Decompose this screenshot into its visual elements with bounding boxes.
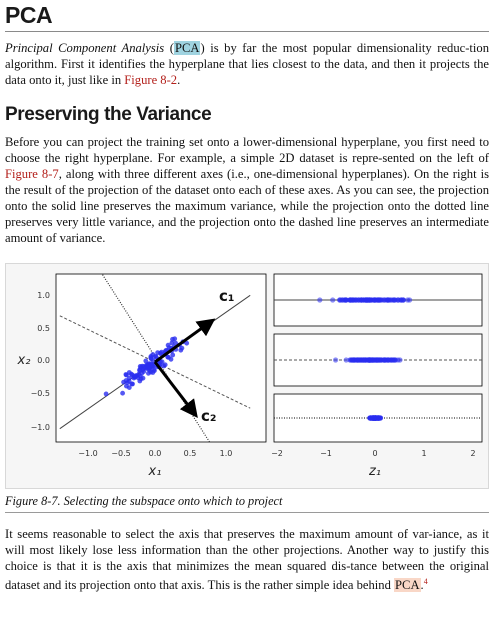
right-xtick-5: 2 xyxy=(470,449,475,458)
data-point xyxy=(133,374,138,380)
left-xtick-2: −0.5 xyxy=(111,449,130,458)
c2-label: c₂ xyxy=(201,407,216,425)
projected-point-top xyxy=(317,297,323,303)
caption-rule xyxy=(5,512,489,513)
data-point xyxy=(120,390,125,396)
projected-point-top xyxy=(367,297,373,303)
pca-abbreviation: PCA xyxy=(173,41,201,55)
projected-point-middle xyxy=(343,357,349,363)
projected-point-middle xyxy=(381,357,387,363)
right-xlabel: z₁ xyxy=(368,464,381,479)
pca-abbreviation-2: PCA xyxy=(394,578,421,593)
figure-8-7: 1.0 0.5 0.0 −0.5 −1.0 −1.0 −0.5 0.0 0.5 … xyxy=(5,263,489,489)
projected-point-middle xyxy=(389,357,395,363)
projected-point-middle xyxy=(397,357,403,363)
intro-end: . xyxy=(177,73,181,87)
right-xtick-1: −2 xyxy=(271,449,283,458)
data-point xyxy=(162,362,168,368)
data-point xyxy=(148,369,154,375)
figure-caption: Figure 8-7. Selecting the subspace onto … xyxy=(5,494,283,508)
data-point xyxy=(155,350,161,356)
data-point xyxy=(126,385,132,390)
projected-point-top xyxy=(372,297,378,303)
term-pca: Principal Component Analysis xyxy=(5,41,165,55)
left-ytick-2: 0.5 xyxy=(37,324,50,333)
figure-8-7-link[interactable]: Figure 8-7 xyxy=(5,167,59,181)
projected-point-middle xyxy=(393,357,399,363)
intro-paragraph: Principal Component Analysis (PCA) is by… xyxy=(5,40,489,88)
projected-point-bottom xyxy=(371,415,377,421)
left-xtick-4: 0.5 xyxy=(184,449,197,458)
data-point xyxy=(125,380,130,386)
projected-point-top xyxy=(330,297,336,303)
data-point xyxy=(170,352,176,358)
data-point xyxy=(144,364,150,369)
intro-open-paren: ( xyxy=(164,41,174,55)
right-xtick-3: 0 xyxy=(372,449,377,458)
data-point xyxy=(129,381,135,387)
section-title: PCA xyxy=(5,2,53,28)
projected-point-middle xyxy=(362,357,368,363)
body1-text-b: , along with three different axes (i.e.,… xyxy=(5,167,489,245)
title-rule xyxy=(5,31,489,32)
data-point xyxy=(151,367,157,372)
left-xtick-5: 1.0 xyxy=(220,449,233,458)
projected-point-top xyxy=(379,297,385,303)
right-xtick-4: 1 xyxy=(421,449,426,458)
projected-point-top xyxy=(407,297,413,303)
projected-point-top xyxy=(385,297,391,303)
intro-text: ) is by far the most popular dimensional… xyxy=(5,41,490,87)
body-paragraph-2: It seems reasonable to select the axis t… xyxy=(5,526,489,593)
data-point xyxy=(151,358,156,364)
data-point xyxy=(153,354,159,360)
projected-point-middle xyxy=(349,357,355,363)
footnote-marker[interactable]: 4 xyxy=(423,577,428,586)
left-ytick-3: 0.0 xyxy=(37,356,50,365)
body2-text: It seems reasonable to select the axis t… xyxy=(5,527,489,593)
data-point xyxy=(103,391,109,397)
data-point xyxy=(179,345,185,351)
figure-plot: 1.0 0.5 0.0 −0.5 −1.0 −1.0 −0.5 0.0 0.5 … xyxy=(17,273,483,479)
body-paragraph-1: Before you can project the training set … xyxy=(5,134,489,246)
left-xlabel: x₁ xyxy=(148,464,162,479)
left-ytick-1: 1.0 xyxy=(37,291,50,300)
left-ylabel: x₂ xyxy=(17,353,31,368)
data-point xyxy=(184,340,190,346)
body1-text-a: Before you can project the training set … xyxy=(5,135,489,165)
projected-point-top xyxy=(358,297,364,303)
body2-end: . xyxy=(420,578,424,593)
data-point xyxy=(165,342,171,348)
figure-8-2-link[interactable]: Figure 8-2 xyxy=(124,73,178,87)
data-point xyxy=(143,358,149,364)
data-point xyxy=(124,372,129,378)
projected-point-bottom xyxy=(376,415,382,421)
data-point xyxy=(165,354,171,360)
projected-point-top xyxy=(338,297,344,303)
data-point xyxy=(169,340,175,346)
left-ytick-5: −1.0 xyxy=(31,423,50,432)
left-ytick-4: −0.5 xyxy=(31,389,50,398)
data-point xyxy=(129,371,134,377)
data-point xyxy=(137,364,143,369)
projected-point-middle xyxy=(369,357,376,363)
data-point xyxy=(140,375,146,381)
projected-point-middle xyxy=(376,357,382,363)
projected-point-middle xyxy=(333,357,339,363)
data-point xyxy=(140,367,146,373)
dotted-axis-line xyxy=(101,274,211,442)
left-xtick-3: 0.0 xyxy=(149,449,162,458)
right-xtick-2: −1 xyxy=(320,449,332,458)
subsection-title: Preserving the Variance xyxy=(5,104,212,125)
c1-arrow xyxy=(154,318,216,364)
c1-label: c₁ xyxy=(219,287,234,305)
left-xtick-1: −1.0 xyxy=(78,449,97,458)
data-point xyxy=(170,336,175,342)
projected-point-top xyxy=(398,297,404,303)
data-point xyxy=(173,340,179,346)
projected-point-top xyxy=(349,297,355,303)
projected-point-middle xyxy=(356,357,362,363)
c2-arrow xyxy=(153,361,198,418)
data-point xyxy=(121,379,126,385)
